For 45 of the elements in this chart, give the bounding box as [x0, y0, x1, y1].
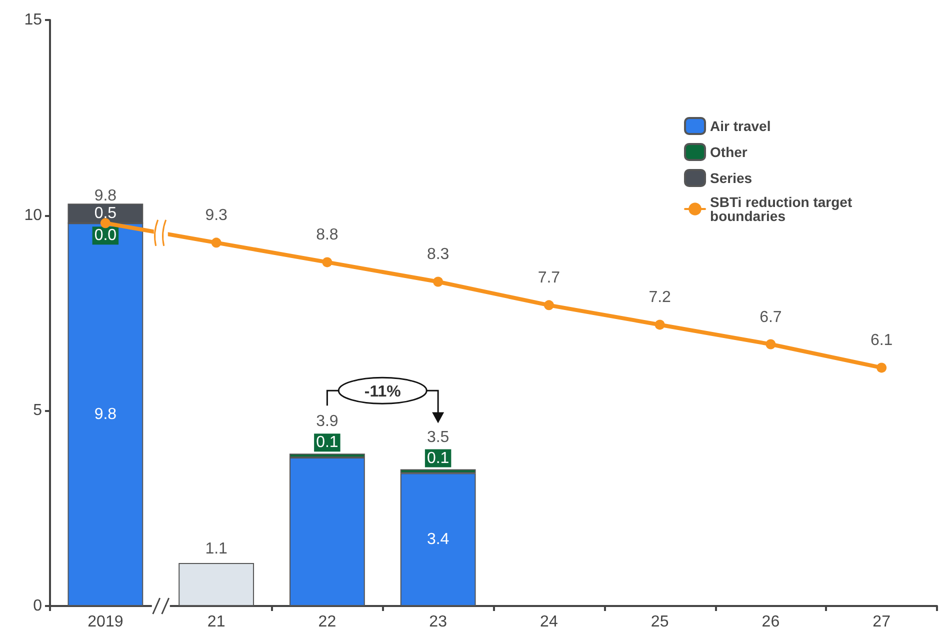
total-label: 3.9 [316, 413, 338, 430]
bar [289, 458, 365, 606]
bar [178, 563, 254, 606]
y-tick-label: 5 [33, 402, 42, 420]
x-tick-label: 22 [318, 614, 336, 630]
x-tick-label: 2019 [88, 614, 124, 630]
data-label: 9.8 [94, 188, 117, 205]
data-label: 0.1 [316, 434, 338, 452]
y-tick-label: 15 [24, 12, 42, 28]
x-tick-label: 21 [207, 614, 226, 630]
y-tick-label: 10 [24, 206, 42, 224]
annotation: -11% [364, 384, 401, 401]
y-tick-label: 0 [33, 598, 42, 614]
bar [400, 473, 476, 606]
point [544, 300, 554, 310]
data-label: 3.4 [426, 531, 450, 548]
data-label: 8.3 [426, 246, 450, 264]
point [654, 320, 665, 330]
data-label: 6.7 [760, 308, 782, 326]
data-label: 9.3 [205, 207, 228, 224]
legend-label: Other [710, 144, 748, 160]
data-label: 1.1 [205, 540, 228, 558]
data-label: 9.8 [94, 406, 117, 424]
x-tick-label: 26 [762, 614, 780, 630]
data-label: 0.5 [94, 204, 117, 222]
data-label: 6.1 [870, 332, 893, 350]
point [876, 362, 887, 373]
x-tick-label: 27 [872, 614, 891, 630]
legend-label: Air travel [710, 118, 771, 134]
legend-label: Series [710, 170, 752, 186]
data-label: 7.7 [538, 270, 560, 287]
legend-label: SBTi reduction target boundaries [710, 194, 856, 224]
x-tick-label: 25 [650, 614, 669, 630]
x-tick-label: 23 [429, 614, 448, 630]
point [100, 218, 110, 228]
total-label: 3.5 [426, 428, 450, 446]
data-label: 8.8 [316, 226, 338, 244]
point [766, 339, 776, 350]
data-label: 0.1 [426, 450, 450, 467]
x-tick-label: 24 [540, 614, 558, 630]
data-label: 7.2 [648, 289, 672, 306]
point [433, 276, 444, 287]
point [211, 238, 222, 248]
data-label: 0.0 [94, 227, 117, 244]
point [322, 257, 332, 268]
